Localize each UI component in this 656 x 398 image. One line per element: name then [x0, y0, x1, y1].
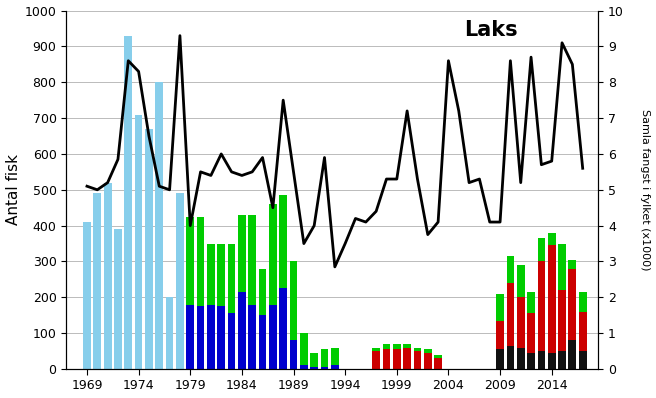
- Bar: [558, 351, 566, 369]
- Bar: [424, 349, 432, 353]
- Bar: [537, 351, 545, 369]
- Bar: [249, 215, 256, 304]
- Bar: [331, 347, 338, 365]
- Bar: [279, 289, 287, 369]
- Bar: [310, 353, 318, 367]
- Bar: [569, 340, 576, 369]
- Bar: [93, 193, 101, 369]
- Bar: [155, 82, 163, 369]
- Bar: [125, 36, 132, 369]
- Bar: [517, 347, 525, 369]
- Bar: [506, 346, 514, 369]
- Bar: [579, 292, 586, 312]
- Bar: [496, 321, 504, 349]
- Bar: [579, 312, 586, 351]
- Bar: [569, 269, 576, 340]
- Bar: [258, 269, 266, 315]
- Bar: [310, 367, 318, 369]
- Bar: [186, 304, 194, 369]
- Bar: [527, 314, 535, 353]
- Bar: [403, 344, 411, 347]
- Bar: [579, 351, 586, 369]
- Text: Laks: Laks: [464, 20, 518, 40]
- Bar: [269, 304, 277, 369]
- Bar: [186, 217, 194, 304]
- Bar: [413, 351, 421, 369]
- Bar: [197, 217, 205, 306]
- Bar: [238, 215, 246, 292]
- Bar: [517, 265, 525, 297]
- Bar: [249, 304, 256, 369]
- Bar: [537, 261, 545, 351]
- Bar: [537, 238, 545, 261]
- Bar: [382, 349, 390, 369]
- Bar: [496, 294, 504, 321]
- Bar: [279, 195, 287, 289]
- Bar: [114, 229, 122, 369]
- Bar: [228, 244, 236, 314]
- Bar: [300, 365, 308, 369]
- Bar: [321, 349, 329, 367]
- Bar: [558, 290, 566, 351]
- Bar: [83, 222, 91, 369]
- Bar: [197, 306, 205, 369]
- Bar: [393, 344, 401, 349]
- Bar: [166, 297, 173, 369]
- Bar: [372, 347, 380, 351]
- Bar: [424, 353, 432, 369]
- Bar: [134, 115, 142, 369]
- Bar: [321, 367, 329, 369]
- Bar: [217, 306, 225, 369]
- Bar: [434, 355, 442, 358]
- Bar: [331, 365, 338, 369]
- Bar: [269, 204, 277, 304]
- Bar: [258, 315, 266, 369]
- Bar: [382, 344, 390, 349]
- Bar: [176, 193, 184, 369]
- Y-axis label: Antal fisk: Antal fisk: [5, 154, 20, 225]
- Bar: [290, 261, 297, 340]
- Y-axis label: Samla fangst i fylket (x1000): Samla fangst i fylket (x1000): [640, 109, 651, 271]
- Bar: [145, 129, 153, 369]
- Bar: [238, 292, 246, 369]
- Bar: [300, 333, 308, 365]
- Bar: [548, 245, 556, 353]
- Bar: [569, 259, 576, 269]
- Bar: [228, 314, 236, 369]
- Bar: [217, 244, 225, 306]
- Bar: [506, 283, 514, 346]
- Bar: [558, 244, 566, 290]
- Bar: [434, 358, 442, 369]
- Bar: [413, 347, 421, 351]
- Bar: [393, 349, 401, 369]
- Bar: [104, 183, 112, 369]
- Bar: [496, 349, 504, 369]
- Bar: [517, 297, 525, 347]
- Bar: [506, 256, 514, 283]
- Bar: [207, 244, 215, 304]
- Bar: [290, 340, 297, 369]
- Bar: [548, 353, 556, 369]
- Bar: [372, 351, 380, 369]
- Bar: [527, 292, 535, 314]
- Bar: [403, 347, 411, 369]
- Bar: [527, 353, 535, 369]
- Bar: [207, 304, 215, 369]
- Bar: [548, 233, 556, 245]
